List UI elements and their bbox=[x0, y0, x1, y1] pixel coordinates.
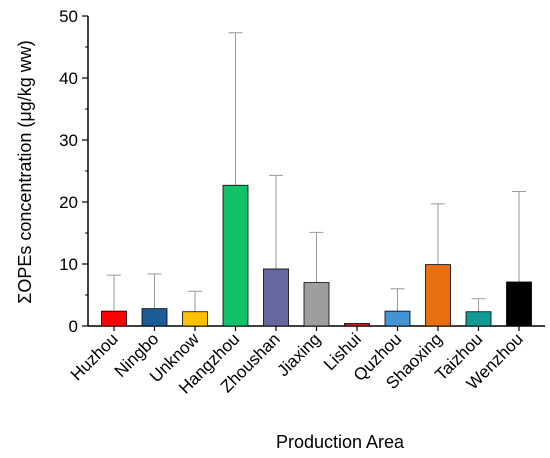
x-tick-label: Jiaxing bbox=[273, 329, 324, 380]
y-tick-label: 10 bbox=[59, 255, 78, 274]
error-bars bbox=[107, 32, 526, 312]
bar-taizhou bbox=[465, 311, 492, 327]
x-tick-labels: HuzhouNingboUnknowHangzhouZhoushanJiaxin… bbox=[67, 326, 527, 398]
y-axis-title: ΣOPEs concentration (μg/kg ww) bbox=[15, 40, 35, 304]
y-ticks: 0 10 20 30 40 50 bbox=[59, 7, 88, 336]
bar-wenzhou bbox=[506, 281, 532, 327]
bar-quzhou bbox=[384, 310, 411, 327]
bar-shaoxing bbox=[425, 264, 451, 327]
y-tick-label: 30 bbox=[59, 131, 78, 150]
bar-zhoushan bbox=[263, 268, 289, 327]
bar-huzhou bbox=[101, 310, 127, 327]
bar-unknow bbox=[182, 311, 208, 327]
y-tick-label: 20 bbox=[59, 193, 78, 212]
bars bbox=[101, 184, 532, 327]
bar-lishui bbox=[344, 323, 370, 327]
bar-hangzhou bbox=[222, 184, 249, 327]
y-tick-label: 40 bbox=[59, 69, 78, 88]
bar-ningbo bbox=[141, 308, 168, 327]
y-tick-label: 50 bbox=[59, 7, 78, 26]
x-axis-title: Production Area bbox=[276, 432, 405, 452]
y-tick-label: 0 bbox=[69, 317, 78, 336]
bar-jiaxing bbox=[303, 282, 330, 327]
x-tick-label: Huzhou bbox=[67, 329, 122, 384]
